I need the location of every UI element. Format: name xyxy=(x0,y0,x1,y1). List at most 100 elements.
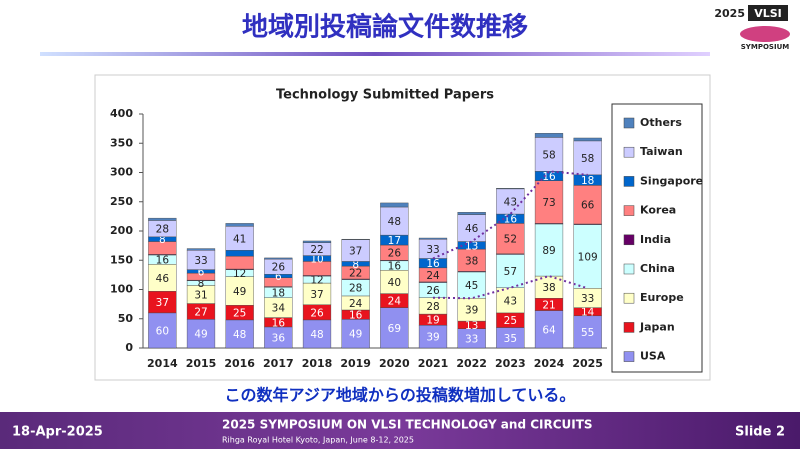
legend-label: Taiwan xyxy=(640,145,683,158)
legend-label: USA xyxy=(640,350,666,363)
legend-label: India xyxy=(640,233,671,246)
data-label: 19 xyxy=(426,315,439,327)
comment: この数年アジア地域からの投稿数増加している。 xyxy=(225,386,576,405)
data-label: 31 xyxy=(194,289,207,301)
legend-label: Europe xyxy=(640,291,684,304)
data-label: 26 xyxy=(310,307,324,319)
y-tick-label: 50 xyxy=(118,312,134,325)
x-tick-label: 2019 xyxy=(340,357,371,370)
legend-swatch xyxy=(623,292,635,304)
bar-segment xyxy=(457,212,486,215)
bar-segment xyxy=(302,240,332,243)
legend-label: Singapore xyxy=(640,174,703,187)
data-label: 13 xyxy=(465,320,478,332)
logo-globe xyxy=(740,26,790,42)
data-label: 25 xyxy=(504,315,517,327)
bar-segment xyxy=(380,202,409,208)
data-label: 33 xyxy=(465,333,478,345)
data-label: 16 xyxy=(272,317,286,329)
data-label: 48 xyxy=(233,329,246,341)
data-label: 43 xyxy=(504,295,517,307)
data-label: 36 xyxy=(272,332,286,344)
y-tick-label: 400 xyxy=(110,107,133,120)
data-label: 37 xyxy=(349,246,362,258)
data-label: 26 xyxy=(426,285,440,297)
data-label: 14 xyxy=(581,307,595,319)
bar-segment xyxy=(186,319,216,349)
data-label: 58 xyxy=(542,149,555,161)
data-label: 48 xyxy=(388,216,401,228)
data-label: 49 xyxy=(349,329,362,341)
data-label: 18 xyxy=(581,175,594,187)
bar-segment xyxy=(148,217,177,221)
data-label: 16 xyxy=(388,261,402,273)
data-label: 35 xyxy=(504,333,517,345)
logo-year: 2025 xyxy=(714,7,745,20)
bar-segment xyxy=(496,188,525,215)
bar-segment xyxy=(264,257,293,260)
bar-segment xyxy=(225,255,254,270)
data-label: 89 xyxy=(542,245,555,257)
x-tick-label: 2025 xyxy=(572,357,603,370)
data-label: 49 xyxy=(194,329,207,341)
y-tick-label: 200 xyxy=(110,224,133,237)
bar-segment xyxy=(457,214,486,242)
legend-swatch xyxy=(623,117,635,129)
data-label: 12 xyxy=(233,268,246,280)
slide-number: Slide 2 xyxy=(735,425,785,440)
bar-segment xyxy=(148,312,177,349)
data-label: 55 xyxy=(581,327,594,339)
data-label: 17 xyxy=(388,235,401,247)
legend-swatch xyxy=(623,263,635,275)
x-tick-label: 2020 xyxy=(379,357,410,370)
data-label: 41 xyxy=(233,233,246,245)
footer xyxy=(0,412,800,449)
bar-segment xyxy=(225,276,254,306)
data-label: 6 xyxy=(275,271,282,283)
bar-segment xyxy=(534,180,564,224)
data-label: 26 xyxy=(272,262,286,274)
data-label: 57 xyxy=(504,266,517,278)
data-label: 34 xyxy=(272,303,286,315)
bar-segment xyxy=(186,248,216,251)
bar-segment xyxy=(496,223,525,255)
data-label: 37 xyxy=(310,289,323,301)
legend-swatch xyxy=(623,351,635,362)
x-tick-label: 2018 xyxy=(302,357,333,370)
data-label: 46 xyxy=(156,273,170,285)
data-label: 6 xyxy=(198,266,205,278)
data-label: 33 xyxy=(581,293,594,305)
trend-guide xyxy=(432,274,588,300)
y-tick-label: 300 xyxy=(110,166,133,179)
bar-segment xyxy=(573,224,602,289)
title-underline xyxy=(40,52,710,56)
legend-swatch xyxy=(623,322,635,333)
data-label: 60 xyxy=(156,325,169,337)
trend-guide xyxy=(432,170,588,260)
bar-segment xyxy=(573,137,602,142)
chart-title: Technology Submitted Papers xyxy=(276,88,494,103)
data-label: 27 xyxy=(194,306,207,318)
x-tick-label: 2015 xyxy=(186,357,217,370)
data-label: 38 xyxy=(542,282,555,294)
data-label: 8 xyxy=(198,278,205,290)
bar-segment xyxy=(573,185,602,225)
bar-segment xyxy=(148,264,177,292)
bar-segment xyxy=(534,133,564,138)
slide-title: 地域別投稿論文件数推移 xyxy=(242,12,528,43)
data-label: 48 xyxy=(310,329,323,341)
data-label: 28 xyxy=(349,283,362,295)
data-label: 38 xyxy=(465,255,478,267)
logo-sub: SYMPOSIUM xyxy=(741,43,789,51)
footer-title: 2025 SYMPOSIUM ON VLSI TECHNOLOGY and CI… xyxy=(222,418,593,432)
bar-segment xyxy=(534,310,564,349)
bar-segment xyxy=(534,223,564,277)
data-label: 16 xyxy=(542,171,556,183)
bar-segment xyxy=(418,237,448,240)
bar-segment xyxy=(496,254,525,288)
logo: 2025 VLSI SYMPOSIUM xyxy=(714,5,790,51)
legend-swatch xyxy=(623,205,635,216)
bar-segment xyxy=(496,287,525,314)
data-label: 28 xyxy=(156,224,169,236)
x-tick-label: 2024 xyxy=(534,357,565,370)
